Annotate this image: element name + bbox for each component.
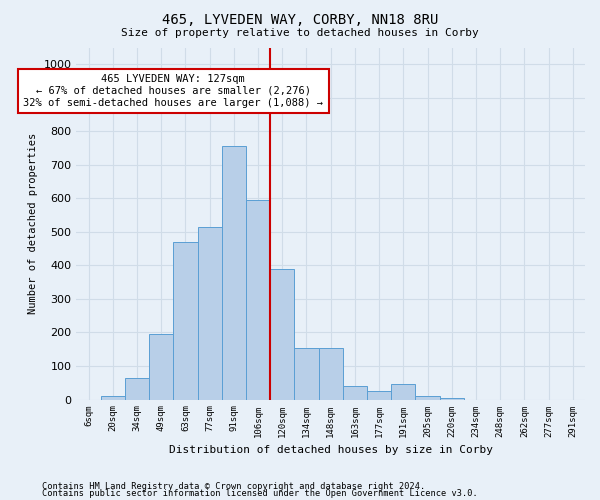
Bar bbox=[173, 242, 197, 400]
X-axis label: Distribution of detached houses by size in Corby: Distribution of detached houses by size … bbox=[169, 445, 493, 455]
Bar bbox=[270, 269, 295, 400]
Text: Size of property relative to detached houses in Corby: Size of property relative to detached ho… bbox=[121, 28, 479, 38]
Bar bbox=[125, 378, 149, 400]
Bar bbox=[246, 200, 270, 400]
Y-axis label: Number of detached properties: Number of detached properties bbox=[28, 133, 38, 314]
Bar bbox=[343, 386, 367, 400]
Text: Contains public sector information licensed under the Open Government Licence v3: Contains public sector information licen… bbox=[42, 490, 478, 498]
Bar bbox=[101, 396, 125, 400]
Bar bbox=[367, 391, 391, 400]
Bar bbox=[295, 348, 319, 400]
Text: 465, LYVEDEN WAY, CORBY, NN18 8RU: 465, LYVEDEN WAY, CORBY, NN18 8RU bbox=[162, 12, 438, 26]
Bar bbox=[149, 334, 173, 400]
Bar bbox=[222, 146, 246, 400]
Bar bbox=[197, 227, 222, 400]
Bar bbox=[440, 398, 464, 400]
Bar bbox=[319, 348, 343, 400]
Bar bbox=[391, 384, 415, 400]
Bar bbox=[415, 396, 440, 400]
Text: Contains HM Land Registry data © Crown copyright and database right 2024.: Contains HM Land Registry data © Crown c… bbox=[42, 482, 425, 491]
Text: 465 LYVEDEN WAY: 127sqm
← 67% of detached houses are smaller (2,276)
32% of semi: 465 LYVEDEN WAY: 127sqm ← 67% of detache… bbox=[23, 74, 323, 108]
